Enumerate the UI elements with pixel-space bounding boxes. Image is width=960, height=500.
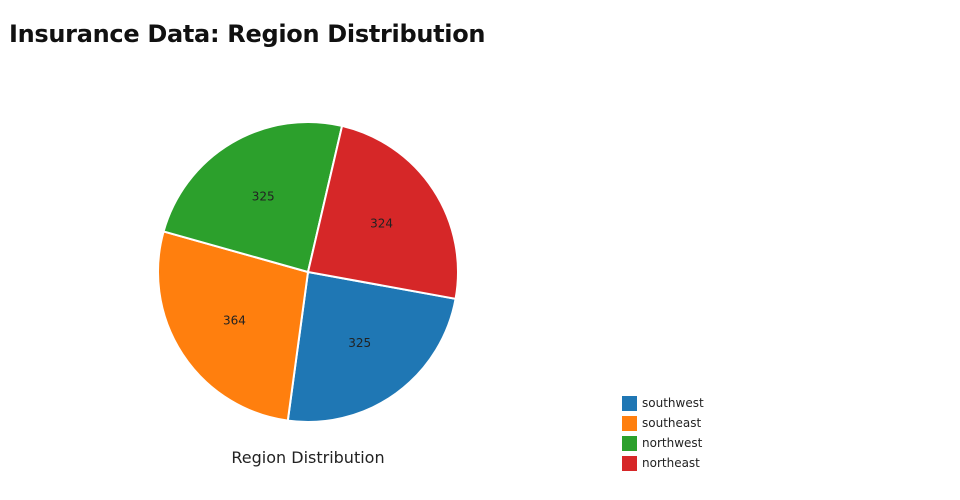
legend-label: northeast	[642, 456, 700, 470]
legend-item-northeast[interactable]: northeast	[622, 453, 704, 473]
legend-label: northwest	[642, 436, 703, 450]
pie-slice-northwest[interactable]	[162, 121, 344, 274]
legend-label: southeast	[642, 416, 702, 430]
legend-item-northwest[interactable]: northwest	[622, 433, 704, 453]
legend-swatch	[622, 435, 637, 451]
slice-value-label-northeast: 324	[370, 217, 393, 231]
slice-value-label-northwest: 325	[252, 189, 275, 203]
legend-item-southwest[interactable]: southwest	[622, 393, 704, 413]
pie-slices	[157, 121, 459, 423]
pie-slice-labels: 325 364 325 324	[223, 189, 393, 350]
chart-legend: southwest southeast northwest northeast	[622, 393, 704, 473]
legend-swatch	[622, 455, 637, 471]
legend-label: southwest	[642, 396, 704, 410]
pie-slice-southeast[interactable]	[157, 230, 310, 422]
page-title: Insurance Data: Region Distribution	[9, 20, 486, 48]
slice-value-label-southwest: 325	[348, 336, 371, 350]
chart-caption: Region Distribution	[231, 448, 384, 467]
legend-item-southeast[interactable]: southeast	[622, 413, 704, 433]
slice-value-label-southeast: 364	[223, 313, 246, 327]
pie-slice-northeast[interactable]	[306, 124, 459, 300]
legend-swatch	[622, 395, 637, 411]
pie-slice-southwest[interactable]	[286, 270, 457, 423]
legend-swatch	[622, 415, 637, 431]
